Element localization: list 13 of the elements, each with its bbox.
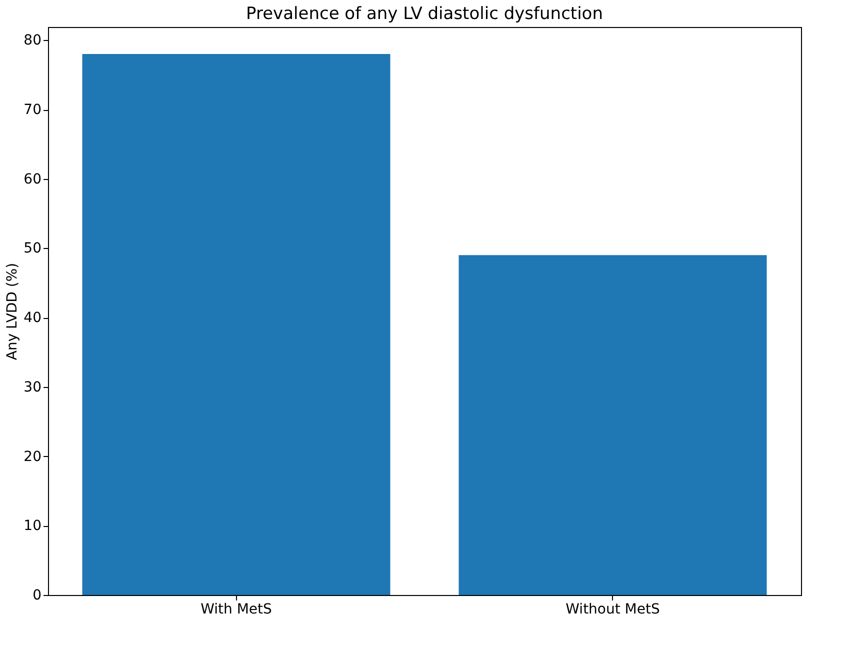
x-tick-label: With MetS [200,602,272,618]
y-axis-title: Any LVDD (%) [4,262,21,360]
y-tick-label: 70 [24,102,42,118]
y-tick-label: 20 [24,448,42,465]
chart-title: Prevalence of any LV diastolic dysfunction [246,4,603,24]
y-tick-label: 0 [32,588,42,604]
y-tick-label: 40 [24,310,42,326]
y-tick-label: 10 [24,518,42,534]
y-tick-label: 60 [24,171,42,188]
y-tick-label: 30 [24,379,42,396]
y-tick-label: 50 [24,240,42,257]
y-tick-label: 80 [24,32,42,49]
x-tick-label: Without MetS [566,602,660,618]
